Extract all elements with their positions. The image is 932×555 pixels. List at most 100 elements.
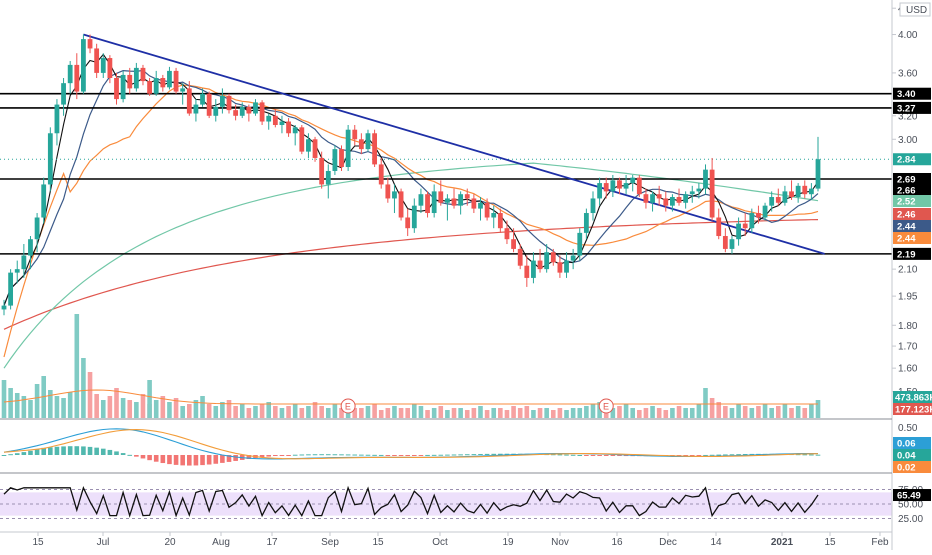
candle-body[interactable] [577,232,583,256]
candle-body[interactable] [544,252,550,270]
candle-body[interactable] [94,48,100,73]
candle-body[interactable] [378,164,384,185]
candle-body[interactable] [517,248,523,266]
candle-body[interactable] [769,197,775,206]
candle-body[interactable] [570,255,576,261]
candle-body[interactable] [411,205,417,229]
candle-body[interactable] [306,139,311,152]
candle-body[interactable] [200,93,205,105]
candle-body[interactable] [749,213,755,229]
candle-body[interactable] [782,191,788,203]
candle-body[interactable] [590,198,596,214]
candle-body[interactable] [219,95,225,107]
candle-body[interactable] [233,110,239,116]
candle-body[interactable] [173,70,179,92]
candle-body[interactable] [789,191,794,198]
candle-body[interactable] [186,88,192,114]
candle-body[interactable] [444,198,450,203]
candle-body[interactable] [478,202,483,209]
candle-body[interactable] [524,265,530,278]
candle-body[interactable] [325,170,331,185]
candle-body[interactable] [802,185,808,195]
candle-body[interactable] [352,129,358,140]
candle-body[interactable] [583,213,589,233]
candle-body[interactable] [147,81,152,94]
candle-body[interactable] [808,188,814,195]
candle-body[interactable] [345,129,351,168]
candle-body[interactable] [41,184,47,218]
candle-body[interactable] [358,139,364,150]
downtrend-line[interactable] [83,33,825,255]
earnings-marker[interactable] [598,398,614,414]
candle-body[interactable] [425,194,430,214]
candle-body[interactable] [206,93,212,116]
candle-body[interactable] [54,104,60,134]
candle-body[interactable] [74,64,80,92]
candle-body[interactable] [451,198,457,206]
candle-body[interactable] [153,77,159,94]
candle-body[interactable] [531,260,536,278]
candle-body[interactable] [392,191,397,199]
candle-body[interactable] [14,269,20,273]
candle-body[interactable] [339,149,344,168]
candle-body[interactable] [193,104,199,114]
candle-body[interactable] [497,213,503,229]
candle-body[interactable] [312,139,318,158]
candle-body[interactable] [405,217,411,229]
candle-body[interactable] [418,194,424,206]
candle-body[interactable] [259,102,265,122]
candle-body[interactable] [299,127,305,152]
candle-body[interactable] [127,74,133,89]
candle-body[interactable] [87,39,93,49]
candle-body[interactable] [643,194,649,203]
candle-body[interactable] [213,106,219,116]
candle-body[interactable] [47,133,53,185]
candle-body[interactable] [762,205,768,218]
candle-body[interactable] [610,180,616,192]
candle-body[interactable] [385,184,391,199]
candle-body[interactable] [272,115,278,126]
candle-body[interactable] [180,88,186,92]
candle-body[interactable] [756,213,761,218]
candle-body[interactable] [623,183,629,189]
candle-body[interactable] [34,217,40,240]
candle-body[interactable] [564,260,569,273]
candle-body[interactable] [266,115,272,122]
candle-body[interactable] [133,67,139,89]
candle-body[interactable] [656,194,662,199]
candle-body[interactable] [775,197,781,203]
candle-body[interactable] [636,177,642,195]
candle-body[interactable] [676,197,682,203]
candle-body[interactable] [140,67,146,82]
candle-body[interactable] [431,191,437,214]
candle-body[interactable] [603,183,609,192]
candle-body[interactable] [365,133,371,150]
candle-body[interactable] [729,239,735,249]
candle-body[interactable] [722,236,728,249]
candle-body[interactable] [557,262,563,273]
candle-body[interactable] [537,260,543,270]
candle-body[interactable] [21,255,27,270]
candle-body[interactable] [28,239,33,256]
candle-body[interactable] [491,213,497,218]
candle-body[interactable] [742,223,748,229]
earnings-marker[interactable] [340,398,356,414]
candle-body[interactable] [100,58,106,73]
candle-body[interactable] [464,194,470,199]
candle-body[interactable] [1,305,7,310]
candle-body[interactable] [372,133,378,165]
candle-body[interactable] [736,223,741,240]
candle-body[interactable] [703,169,708,189]
candle-body[interactable] [709,169,715,218]
candle-body[interactable] [663,198,669,206]
candle-body[interactable] [107,58,113,78]
candle-body[interactable] [253,102,258,114]
candle-body[interactable] [286,121,291,134]
candle-body[interactable] [398,191,404,218]
candle-body[interactable] [683,194,689,203]
candle-body[interactable] [795,185,801,198]
candle-body[interactable] [292,127,298,134]
candle-body[interactable] [484,202,490,218]
candle-body[interactable] [597,183,603,199]
